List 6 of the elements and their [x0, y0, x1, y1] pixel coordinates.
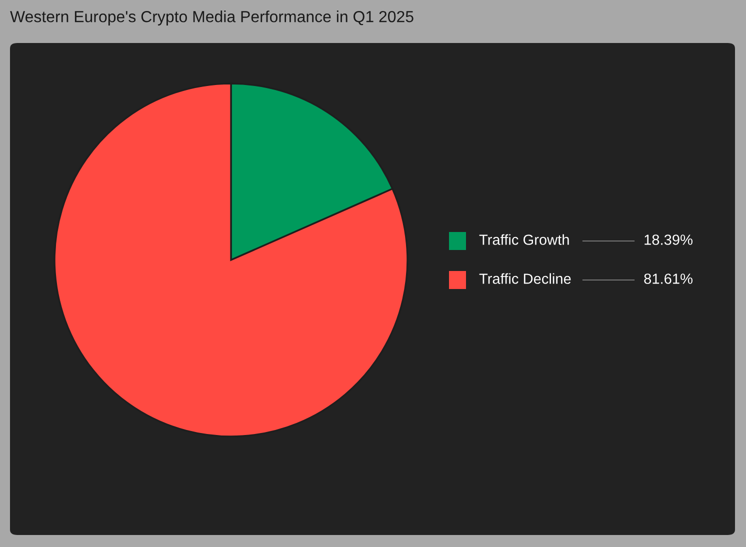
- legend-label: Traffic Decline: [479, 273, 571, 284]
- chart-title: Western Europe's Crypto Media Performance in Q1 2025: [10, 10, 414, 26]
- data-label: 81.61%: [644, 274, 692, 284]
- pie-slice: [54, 82, 408, 438]
- data-label: 18.39%: [644, 234, 692, 245]
- legend-label: Traffic Growth: [479, 234, 569, 245]
